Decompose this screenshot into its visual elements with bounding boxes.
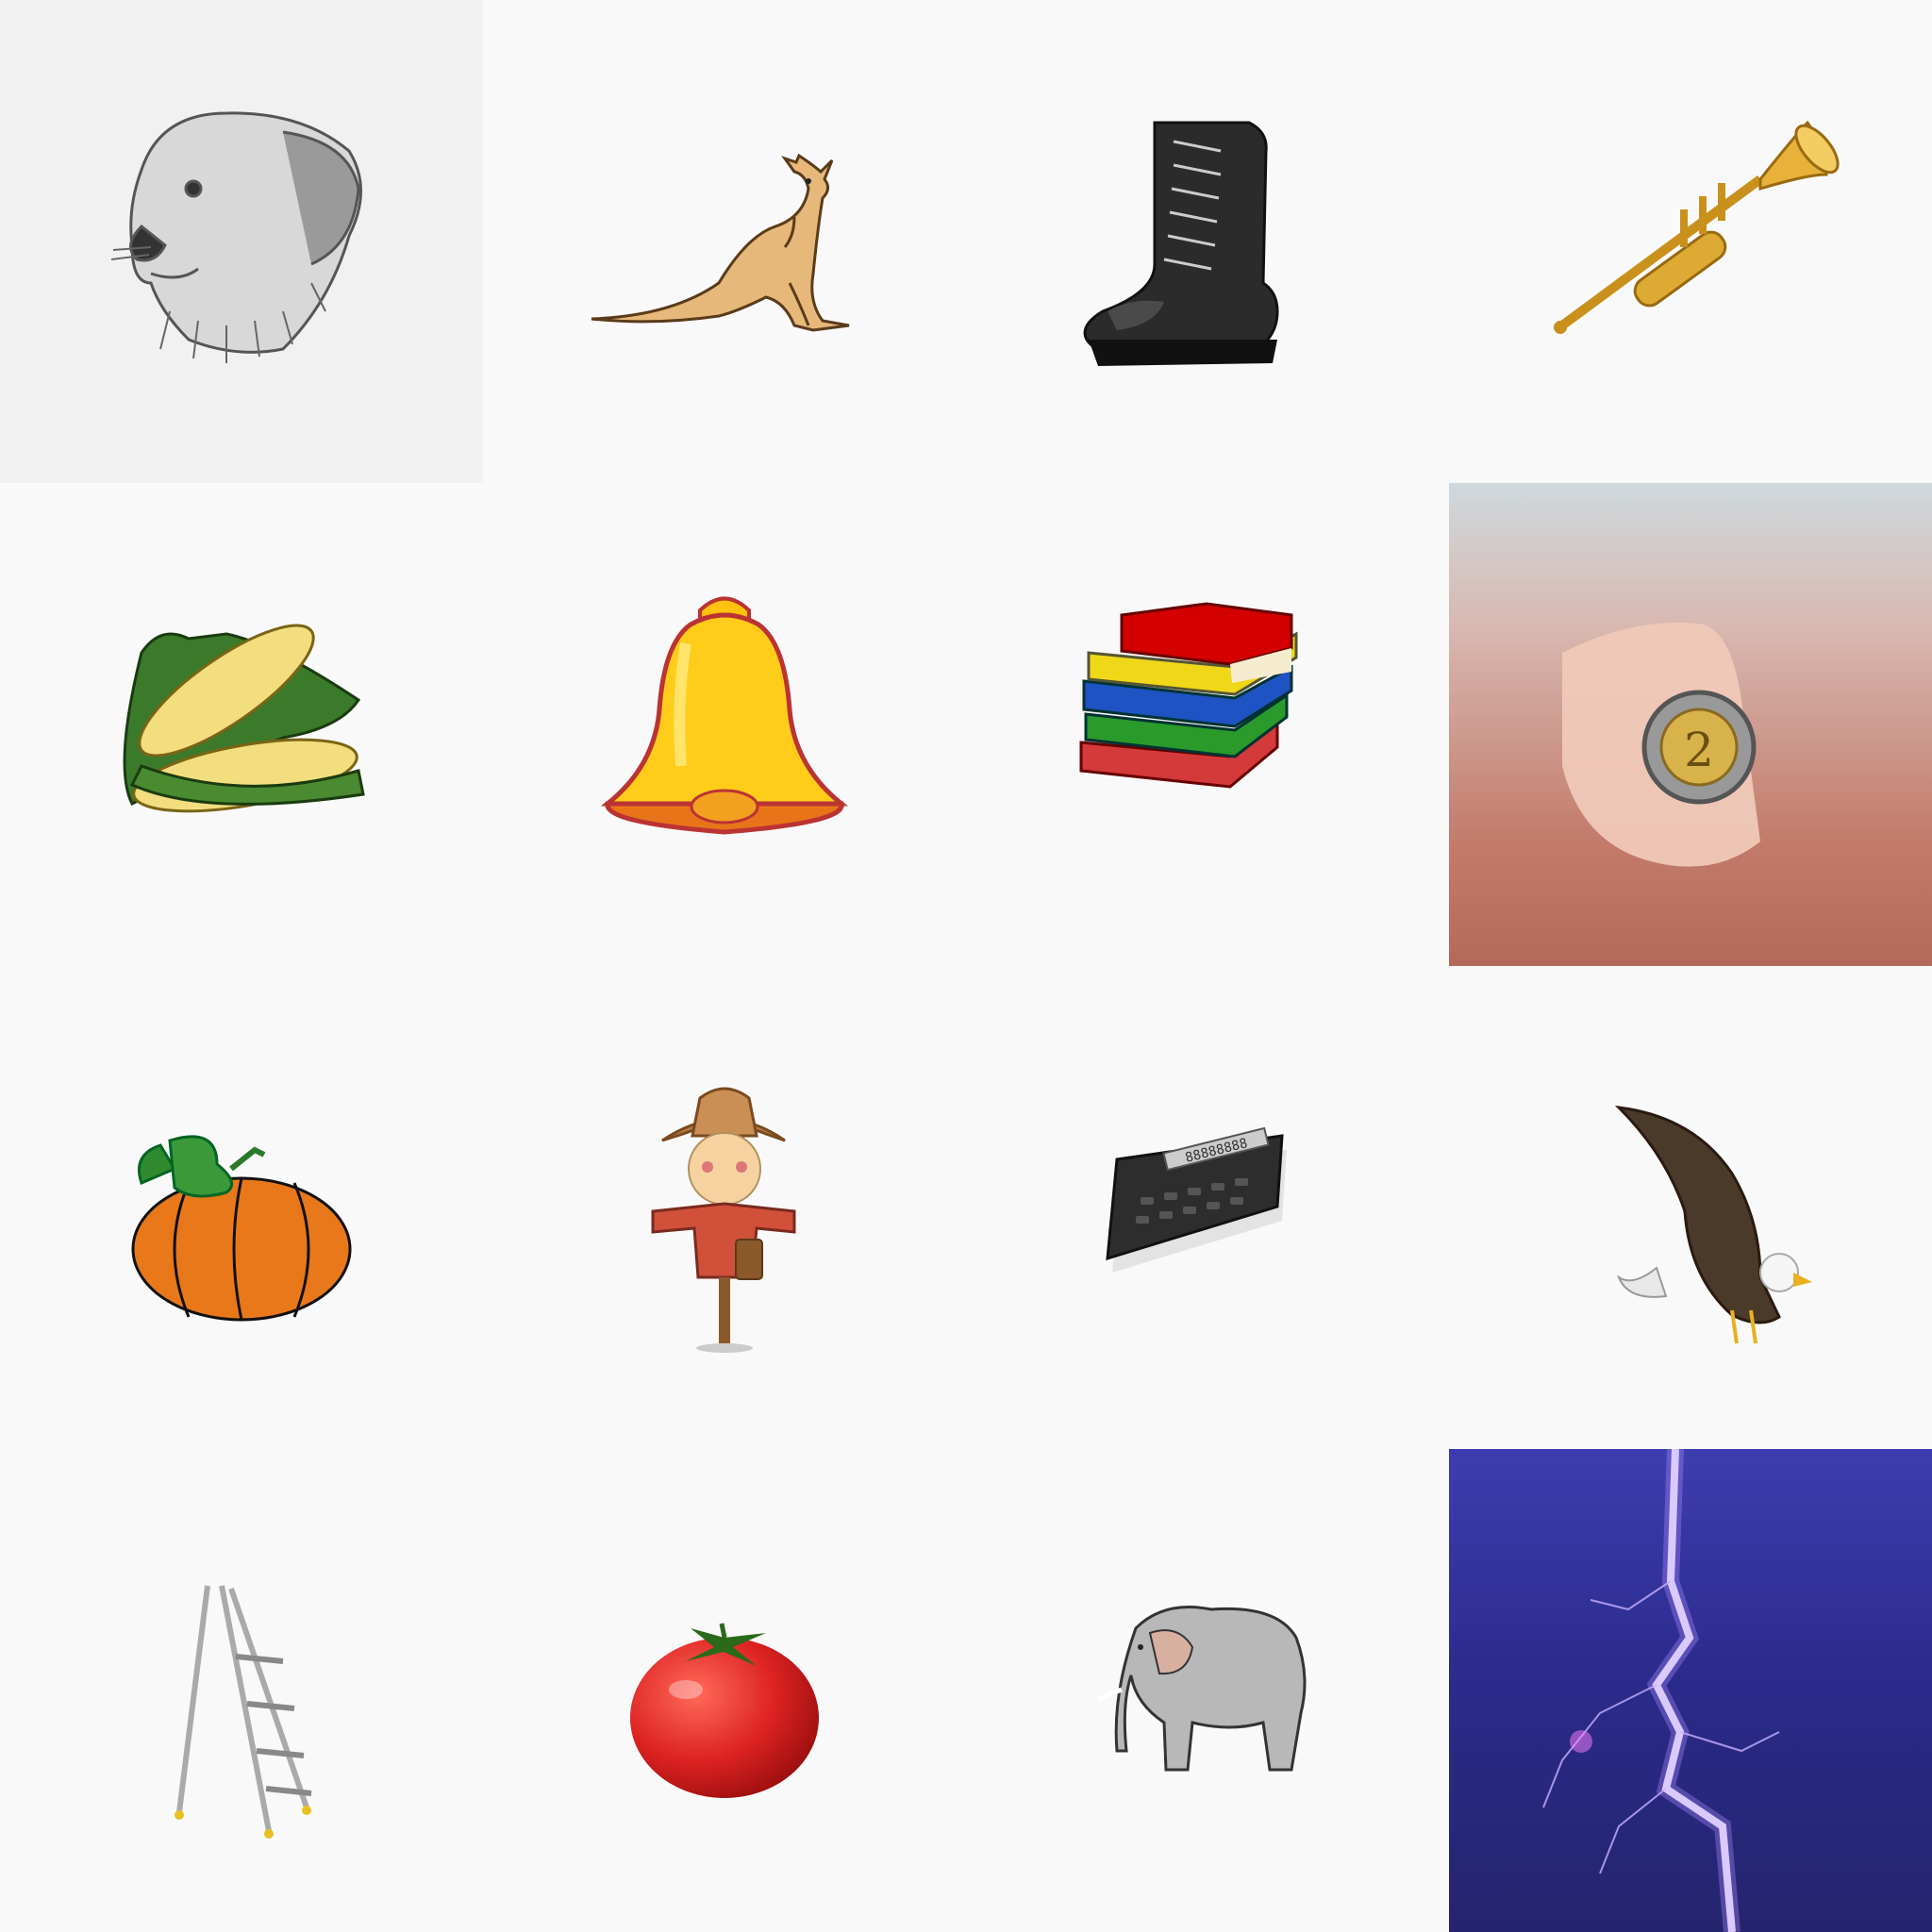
eagle-icon <box>1614 1105 1812 1344</box>
tile-trumpet <box>1449 0 1932 483</box>
tile-boot <box>966 0 1449 483</box>
tile-eagle <box>1449 966 1932 1449</box>
coin-in-hand-photo: 2 <box>1562 623 1760 867</box>
tomato-icon <box>630 1623 819 1798</box>
corn-icon <box>123 624 365 813</box>
trumpet-icon <box>1554 120 1840 334</box>
bell-icon <box>600 596 849 835</box>
lightning-photo <box>1542 1449 1780 1932</box>
tile-ladder <box>0 1449 483 1932</box>
boot-icon <box>1083 121 1279 366</box>
books-icon <box>1079 602 1298 789</box>
tile-scarecrow <box>483 966 966 1449</box>
tile-bell <box>483 483 966 966</box>
elephant-icon <box>1097 1606 1307 1772</box>
coin-text: 2 <box>1684 723 1714 777</box>
tile-tomato <box>483 1449 966 1932</box>
dog-sketch-icon <box>110 111 362 363</box>
step-ladder-icon <box>175 1585 312 1839</box>
tile-coin: 2 <box>1449 483 1932 966</box>
tile-calculator: 88888888 <box>966 966 1449 1449</box>
calculator-icon: 88888888 <box>1106 1126 1287 1273</box>
pumpkin-icon <box>131 1135 352 1322</box>
scarecrow-icon <box>651 1087 796 1353</box>
kangaroo-icon <box>591 153 850 332</box>
tile-lightning <box>1449 1449 1932 1932</box>
tile-books <box>966 483 1449 966</box>
tile-corn <box>0 483 483 966</box>
tile-pumpkin <box>0 966 483 1449</box>
tile-dog <box>0 0 483 483</box>
tile-kangaroo <box>483 0 966 483</box>
tile-elephant <box>966 1449 1449 1932</box>
